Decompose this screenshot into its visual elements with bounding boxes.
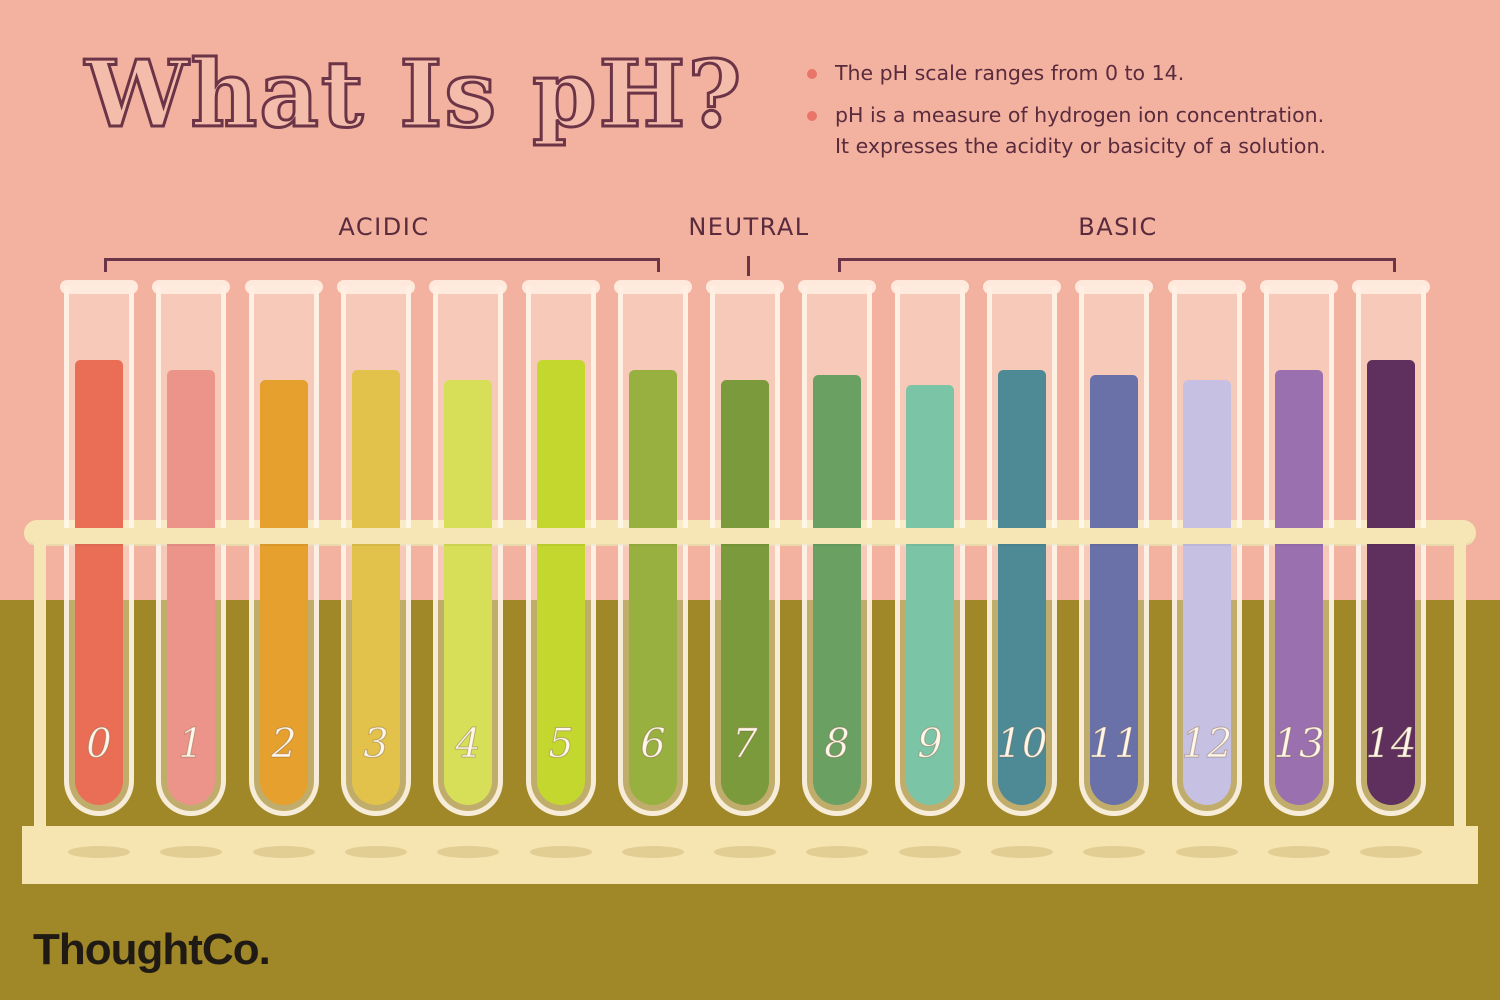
- rack-hole-shadow: [806, 846, 868, 858]
- tube-liquid: [1090, 375, 1138, 805]
- ph-value-label: 4: [455, 721, 481, 768]
- tube-liquid: [260, 380, 308, 805]
- bullet-dot-icon: [807, 69, 817, 79]
- test-tube-ph-13: 13: [1260, 280, 1338, 816]
- test-tube-ph-6: 6: [614, 280, 692, 816]
- tube-liquid: [1367, 360, 1415, 805]
- tube-rim: [706, 280, 784, 294]
- tube-liquid: [352, 370, 400, 805]
- acidic-bracket: [104, 258, 660, 272]
- test-tube-ph-5: 5: [522, 280, 600, 816]
- test-tube-ph-1: 1: [152, 280, 230, 816]
- rack-hole-shadow: [345, 846, 407, 858]
- ph-value-label: 14: [1365, 721, 1417, 768]
- tube-rim: [245, 280, 323, 294]
- tube-liquid: [167, 370, 215, 805]
- rack-hole-shadow: [68, 846, 130, 858]
- neutral-label: NEUTRAL: [688, 213, 810, 241]
- ph-value-label: 5: [548, 721, 574, 768]
- ph-value-label: 3: [363, 721, 389, 768]
- page-title: What Is pH?: [83, 39, 744, 150]
- tube-rim: [60, 280, 138, 294]
- ph-value-label: 0: [86, 721, 112, 768]
- rack-hole-shadow: [622, 846, 684, 858]
- tube-liquid: [998, 370, 1046, 805]
- rack-hole-shadow: [1360, 846, 1422, 858]
- tube-rim: [337, 280, 415, 294]
- rack-hole-shadow: [253, 846, 315, 858]
- ph-value-label: 6: [640, 721, 666, 768]
- test-tube-ph-12: 12: [1168, 280, 1246, 816]
- tube-rim: [983, 280, 1061, 294]
- bullet-text: It expresses the acidity or basicity of …: [835, 134, 1326, 158]
- rack-hole-shadow: [1176, 846, 1238, 858]
- ph-value-label: 13: [1273, 721, 1325, 768]
- bullet-text: pH is a measure of hydrogen ion concentr…: [835, 103, 1325, 127]
- acidic-label: ACIDIC: [338, 213, 430, 241]
- info-bullet-list: The pH scale ranges from 0 to 14. pH is …: [805, 58, 1455, 173]
- test-tube-ph-2: 2: [245, 280, 323, 816]
- tube-liquid: [75, 360, 123, 805]
- tube-rim: [429, 280, 507, 294]
- test-tube-ph-0: 0: [60, 280, 138, 816]
- tube-rim: [1075, 280, 1153, 294]
- tube-liquid: [1275, 370, 1323, 805]
- rack-hole-shadow: [714, 846, 776, 858]
- rack-hole-shadow: [437, 846, 499, 858]
- test-tube-ph-8: 8: [798, 280, 876, 816]
- tube-liquid: [444, 380, 492, 805]
- rack-hole-shadow: [530, 846, 592, 858]
- ph-value-label: 2: [271, 721, 297, 768]
- test-tube-ph-14: 14: [1352, 280, 1430, 816]
- test-tube-ph-7: 7: [706, 280, 784, 816]
- neutral-marker: [747, 256, 750, 276]
- rack-post-left: [34, 540, 46, 840]
- tube-liquid: [537, 360, 585, 805]
- basic-bracket: [838, 258, 1396, 272]
- bullet-item: pH is a measure of hydrogen ion concentr…: [805, 100, 1455, 162]
- tube-rim: [522, 280, 600, 294]
- bullet-item: The pH scale ranges from 0 to 14.: [805, 58, 1455, 89]
- ph-value-label: 10: [996, 721, 1048, 768]
- tube-rim: [152, 280, 230, 294]
- ph-value-label: 1: [178, 721, 204, 768]
- tube-rim: [1260, 280, 1338, 294]
- test-tube-ph-4: 4: [429, 280, 507, 816]
- rack-hole-shadow: [991, 846, 1053, 858]
- tube-liquid: [721, 380, 769, 805]
- brand-logo: ThoughtCo.: [33, 925, 271, 974]
- tube-rim: [891, 280, 969, 294]
- ph-value-label: 8: [824, 721, 850, 768]
- rack-front-rail: [28, 528, 1472, 544]
- rack-base: [22, 826, 1478, 884]
- bullet-dot-icon: [807, 111, 817, 121]
- tube-liquid: [1183, 380, 1231, 805]
- ph-value-label: 11: [1088, 721, 1140, 768]
- tube-liquid: [629, 370, 677, 805]
- ph-value-label: 9: [917, 721, 943, 768]
- basic-label: BASIC: [1078, 213, 1158, 241]
- bullet-text: The pH scale ranges from 0 to 14.: [835, 61, 1185, 85]
- ph-value-label: 7: [732, 721, 758, 768]
- rack-hole-shadow: [160, 846, 222, 858]
- rack-hole-shadow: [1083, 846, 1145, 858]
- tube-rim: [1168, 280, 1246, 294]
- tube-rim: [798, 280, 876, 294]
- tube-liquid: [813, 375, 861, 805]
- rack-post-right: [1454, 540, 1466, 840]
- tube-rim: [614, 280, 692, 294]
- test-tube-ph-11: 11: [1075, 280, 1153, 816]
- test-tube-ph-9: 9: [891, 280, 969, 816]
- rack-hole-shadow: [1268, 846, 1330, 858]
- tube-rim: [1352, 280, 1430, 294]
- tube-liquid: [906, 385, 954, 805]
- test-tube-ph-10: 10: [983, 280, 1061, 816]
- test-tube-ph-3: 3: [337, 280, 415, 816]
- rack-hole-shadow: [899, 846, 961, 858]
- ph-value-label: 12: [1181, 721, 1233, 768]
